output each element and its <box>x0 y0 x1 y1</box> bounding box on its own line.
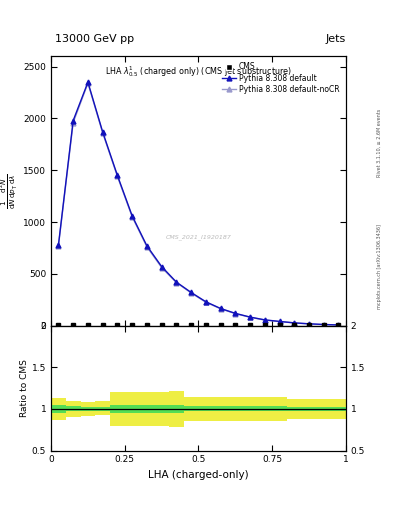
Y-axis label: $\frac{1}{\mathrm{d}N}\frac{\mathrm{d}^{2}N}{\mathrm{d}p_{\mathrm{T}}\,\mathrm{d: $\frac{1}{\mathrm{d}N}\frac{\mathrm{d}^{… <box>0 173 19 209</box>
Y-axis label: Ratio to CMS: Ratio to CMS <box>20 359 29 417</box>
Bar <box>316 399 331 419</box>
Text: mcplots.cern.ch [arXiv:1306.3436]: mcplots.cern.ch [arXiv:1306.3436] <box>377 224 382 309</box>
Bar <box>198 397 213 420</box>
X-axis label: LHA (charged-only): LHA (charged-only) <box>148 470 249 480</box>
Bar <box>213 407 228 412</box>
Bar <box>316 407 331 411</box>
Bar <box>81 407 95 411</box>
Bar <box>125 392 140 425</box>
Bar <box>198 407 213 412</box>
Bar <box>184 397 198 420</box>
Bar <box>66 407 81 412</box>
Bar <box>154 404 169 413</box>
Bar <box>213 397 228 420</box>
Bar <box>228 407 243 412</box>
Text: CMS_2021_I1920187: CMS_2021_I1920187 <box>165 234 231 240</box>
Text: 13000 GeV pp: 13000 GeV pp <box>55 33 134 44</box>
Bar <box>51 404 66 413</box>
Text: Jets: Jets <box>325 33 346 44</box>
Bar <box>184 407 198 412</box>
Bar <box>110 404 125 413</box>
Bar <box>169 391 184 427</box>
Bar <box>287 407 302 411</box>
Bar <box>302 399 316 419</box>
Bar <box>272 407 287 412</box>
Bar <box>331 407 346 411</box>
Bar <box>169 404 184 413</box>
Legend: CMS, Pythia 8.308 default, Pythia 8.308 default-noCR: CMS, Pythia 8.308 default, Pythia 8.308 … <box>220 60 342 96</box>
Bar <box>287 399 302 419</box>
Bar <box>81 402 95 416</box>
Bar <box>243 407 257 412</box>
Text: Rivet 3.1.10, ≥ 2.6M events: Rivet 3.1.10, ≥ 2.6M events <box>377 109 382 178</box>
Bar <box>140 392 154 425</box>
Bar <box>302 407 316 411</box>
Bar <box>110 392 125 425</box>
Bar <box>125 404 140 413</box>
Text: LHA $\lambda^{1}_{0.5}$ (charged only) (CMS jet substructure): LHA $\lambda^{1}_{0.5}$ (charged only) (… <box>105 65 292 79</box>
Bar <box>95 407 110 411</box>
Bar <box>243 397 257 420</box>
Bar <box>257 397 272 420</box>
Bar <box>228 397 243 420</box>
Bar <box>66 400 81 417</box>
Bar <box>95 400 110 415</box>
Bar <box>257 407 272 412</box>
Bar <box>140 404 154 413</box>
Bar <box>154 392 169 425</box>
Bar <box>51 398 66 420</box>
Bar <box>272 397 287 420</box>
Bar <box>331 399 346 419</box>
